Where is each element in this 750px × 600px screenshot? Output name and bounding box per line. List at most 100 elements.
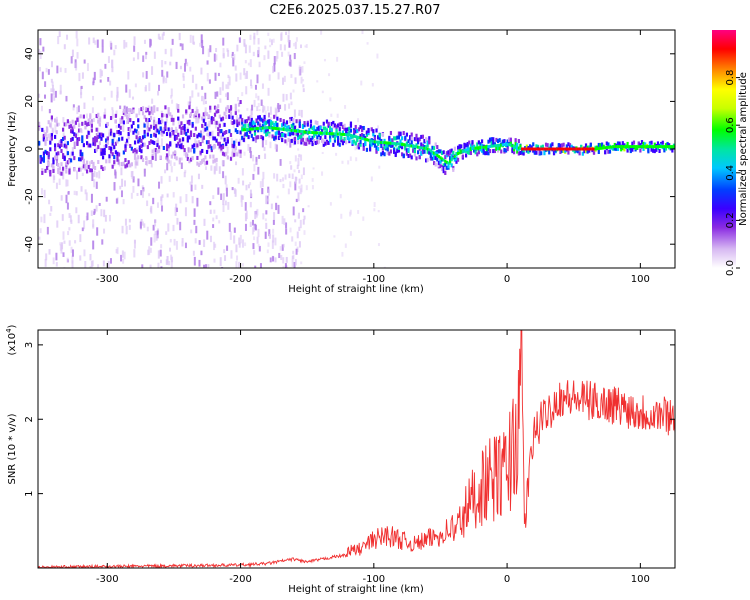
spectrogram-noise-cell	[287, 35, 290, 43]
spectrogram-cell	[487, 147, 490, 152]
spectrogram-noise-cell	[178, 32, 181, 41]
spectrogram-cell	[76, 137, 79, 142]
spectrogram-ridge-cell	[498, 143, 501, 147]
spectrogram-cell	[175, 143, 178, 148]
spectrogram-cell	[263, 129, 266, 134]
spectrogram-cell	[540, 151, 543, 156]
spectrogram-noise-cell	[254, 84, 257, 90]
spectrogram-cell	[162, 145, 165, 150]
spectrogram-noise-cell	[153, 233, 156, 243]
spectrogram-cell	[420, 134, 423, 139]
spectrogram-cell	[103, 148, 106, 153]
spectrogram-noise-cell	[236, 44, 239, 52]
spectrogram-noise-cell	[271, 240, 274, 249]
spectrogram-cell	[447, 164, 450, 169]
spectrogram-cell	[250, 133, 253, 138]
spectrogram-cell	[564, 148, 567, 153]
spectrogram-cell	[338, 127, 341, 132]
spectrogram-cell	[322, 142, 325, 147]
spectrogram-cell	[533, 150, 536, 155]
spectrogram-ridge-cell	[509, 143, 512, 147]
spectrogram-cell	[191, 123, 194, 128]
spectrogram-noise-cell	[197, 92, 200, 97]
spectrogram-noise-cell	[231, 51, 234, 57]
spectrogram-ridge-cell	[477, 146, 480, 150]
spectrogram-cell	[175, 129, 178, 134]
spectrogram-ridge-cell	[476, 146, 479, 150]
spectrogram-cell	[183, 130, 186, 135]
spectrogram-cell	[109, 128, 113, 133]
spectrogram-cell	[98, 141, 101, 146]
spectrogram-cell	[132, 121, 135, 126]
spectrogram-cell	[165, 147, 169, 152]
spectrogram-cell	[253, 124, 257, 129]
spectrogram-noise-cell	[257, 166, 260, 175]
spectrogram-ridge-cell	[576, 147, 580, 151]
spectrogram-cell	[287, 125, 290, 130]
spectrogram-cell	[466, 150, 469, 155]
spectrogram-cell	[42, 133, 45, 138]
spectrogram-cell	[413, 137, 417, 142]
spectrogram-cell	[289, 118, 292, 123]
spectrogram-cell	[141, 158, 145, 163]
spectrogram-cell	[329, 138, 332, 143]
spectrogram-noise-cell	[212, 195, 215, 200]
spectrogram-cell	[442, 169, 445, 174]
spectrogram-cell	[100, 165, 103, 170]
spectrogram-cell	[103, 151, 106, 156]
spectrogram-cell	[293, 137, 297, 142]
colorbar-gradient	[712, 30, 736, 268]
spectrogram-cell	[394, 153, 397, 158]
spectrogram-noise-cell	[156, 121, 159, 131]
spectrogram-cell	[52, 165, 55, 170]
spectrogram-ridge-cell	[255, 127, 258, 131]
spectrogram-cell	[220, 144, 223, 149]
spectrogram-noise-cell	[137, 52, 140, 60]
spectrogram-noise-cell	[78, 72, 81, 82]
spectrogram-cell	[386, 147, 389, 152]
spectrogram-cell	[228, 108, 231, 113]
spectrogram-cell	[220, 117, 223, 122]
spectrogram-noise-cell	[320, 30, 323, 35]
snr-frame	[37, 329, 676, 569]
spectrogram-noise-cell	[133, 36, 136, 46]
spectrogram-cell	[89, 115, 92, 120]
spectrogram-ridge-cell	[554, 147, 557, 151]
spectrogram-noise-cell	[333, 235, 336, 238]
spectrogram-cell	[428, 139, 431, 144]
spectrogram-cell	[461, 154, 464, 159]
spectrogram-noise-cell	[264, 231, 267, 239]
spectrogram-cell	[303, 121, 306, 126]
spectrogram-cell	[391, 138, 394, 143]
spectrogram-cell	[500, 149, 503, 154]
spectrogram-cell	[570, 144, 573, 149]
spectrogram-cell	[519, 144, 522, 149]
spectrogram-cell	[463, 142, 466, 147]
spectrogram-cell	[538, 150, 541, 155]
spectrogram-ridge-cell	[656, 145, 660, 149]
spectrogram-cell	[138, 136, 141, 141]
spectrogram-noise-cell	[169, 247, 172, 252]
spectrogram-ridge-cell	[455, 153, 458, 157]
spectrogram-cell	[116, 151, 119, 156]
spectrogram-noise-cell	[166, 71, 169, 78]
spectrogram-noise-cell	[111, 109, 114, 119]
spectrogram-noise-cell	[277, 204, 280, 214]
spectrogram-noise-cell	[235, 244, 238, 253]
spectrogram-cell	[271, 134, 274, 139]
spectrogram-cell	[61, 127, 65, 132]
spectrogram-noise-cell	[256, 106, 259, 112]
spectrogram-noise-cell	[58, 178, 61, 186]
spectrogram-noise-cell	[93, 208, 96, 214]
spectrogram-cell	[226, 105, 229, 110]
spectrogram-noise-cell	[206, 72, 209, 82]
spectrogram-noise-cell	[94, 40, 97, 45]
spectrogram-cell	[172, 131, 175, 136]
spectrogram-cell	[217, 141, 220, 146]
spectrogram-cell	[212, 116, 215, 121]
spectrogram-noise-cell	[227, 201, 230, 210]
spectrogram-cell	[130, 124, 133, 129]
spectrogram-noise-cell	[92, 37, 95, 44]
spectrogram-cell	[217, 127, 220, 132]
spectrogram-noise-cell	[85, 113, 88, 119]
